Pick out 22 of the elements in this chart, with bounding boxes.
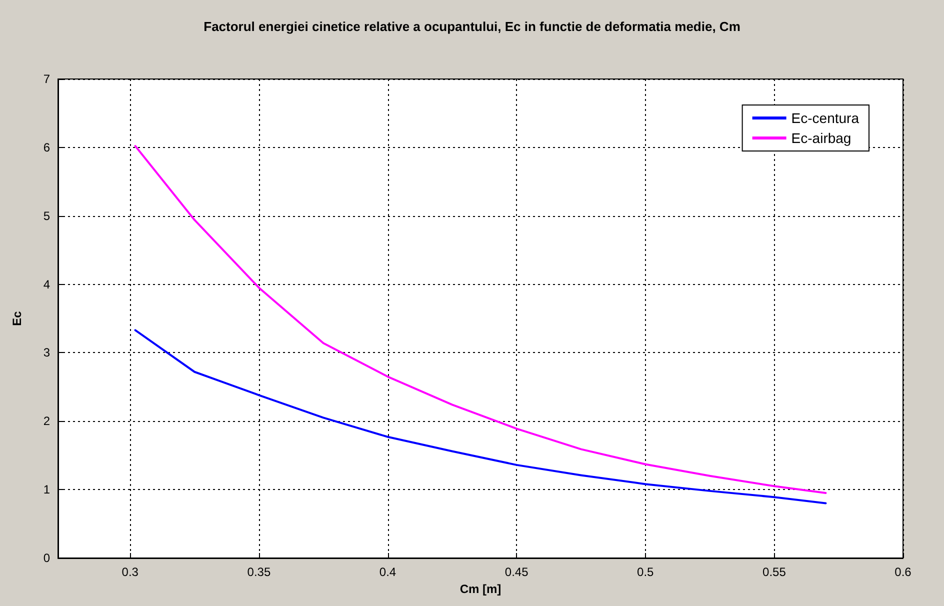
legend-label: Ec-centura [791, 110, 860, 126]
x-tick-label: 0.6 [894, 565, 912, 579]
y-tick-label: 5 [43, 208, 50, 223]
x-tick-label: 0.5 [637, 565, 654, 579]
legend-label: Ec-airbag [791, 130, 852, 146]
x-tick-label: 0.3 [122, 565, 139, 579]
y-axis-title: Ec [10, 310, 24, 326]
y-tick-label: 1 [43, 482, 50, 497]
line-series [134, 329, 827, 504]
y-tick-label: 4 [43, 277, 50, 292]
y-tick-label: 3 [43, 346, 50, 360]
y-tick-label: 6 [43, 140, 50, 154]
line-series [134, 145, 827, 494]
x-tick-label: 0.35 [247, 565, 271, 579]
x-tick-label: 0.45 [504, 565, 529, 579]
x-tick-label: 0.55 [762, 565, 786, 579]
x-tick-label: 0.4 [379, 565, 396, 579]
chart-title: Factorul energiei cinetice relative a ocupantului, Ec in functie de deformatia medie, Cm [204, 19, 740, 34]
y-tick-label: 2 [43, 414, 50, 428]
y-tick-label: 0 [43, 551, 50, 565]
y-tick-label: 7 [43, 72, 50, 86]
x-axis-title: Cm [m] [460, 582, 502, 596]
